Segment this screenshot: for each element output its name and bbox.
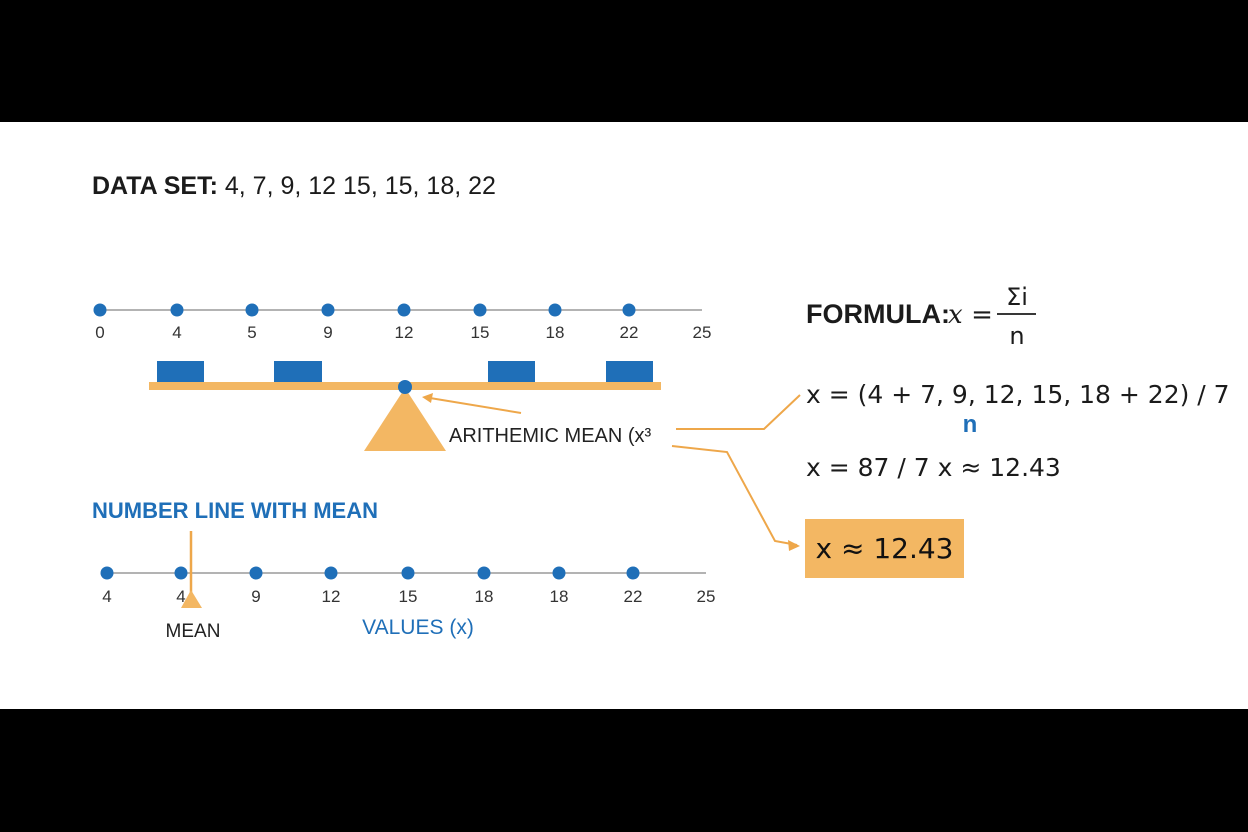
number-line-dot <box>321 303 335 317</box>
number-line-dot <box>245 303 259 317</box>
connector-arrowhead <box>788 540 800 551</box>
mean-marker-triangle <box>181 590 202 608</box>
number-line-title: NUMBER LINE WITH MEAN <box>92 498 378 523</box>
pointer-arrowhead <box>422 393 433 403</box>
formula-denominator: n <box>1009 322 1024 350</box>
number-line-dot <box>477 566 491 580</box>
tick-label: 0 <box>95 323 104 342</box>
fulcrum-point <box>398 380 412 394</box>
number-line-dot <box>401 566 415 580</box>
bottom-number-line: 4 4 9 12 15 18 18 22 25 MEAN VALUES (x) <box>100 531 716 642</box>
fulcrum-triangle <box>364 388 446 451</box>
weight-block <box>157 361 204 383</box>
formula-step-2: x = 87 / 7 x ≈ 12.43 <box>806 453 1061 482</box>
top-number-line: 0 4 5 9 12 15 18 22 25 <box>93 303 712 342</box>
tick-label: 22 <box>624 587 643 606</box>
number-line-dot <box>548 303 562 317</box>
tick-label: 25 <box>697 587 716 606</box>
tick-label: 4 <box>172 323 181 342</box>
connector-lines <box>671 394 801 546</box>
formula-step-1-n: n <box>963 411 978 438</box>
tick-label: 18 <box>546 323 565 342</box>
tick-label: 12 <box>395 323 414 342</box>
number-line-dot <box>473 303 487 317</box>
tick-label: 25 <box>693 323 712 342</box>
tick-label: 12 <box>322 587 341 606</box>
mean-label: MEAN <box>166 621 221 642</box>
result-box: x ≈ 12.43 <box>805 519 964 578</box>
dataset-values: 4, 7, 9, 12 15, 15, 18, 22 <box>224 172 496 200</box>
result-value: x ≈ 12.43 <box>815 532 954 565</box>
tick-label: 4 <box>176 587 185 606</box>
tick-label: 9 <box>251 587 260 606</box>
diagram-panel <box>0 122 1248 709</box>
number-line-dot <box>626 566 640 580</box>
tick-label: 15 <box>471 323 490 342</box>
formula-lhs: x <box>948 300 963 330</box>
number-line-dot <box>622 303 636 317</box>
number-line-dot <box>249 566 263 580</box>
connector-to-result <box>671 445 798 546</box>
tick-label: 15 <box>399 587 418 606</box>
dataset-heading: DATA SET: 4, 7, 9, 12 15, 15, 18, 22 <box>92 172 496 201</box>
number-line-dot <box>397 303 411 317</box>
number-line-dot <box>324 566 338 580</box>
formula-step-1: x = (4 + 7, 9, 12, 15, 18 + 22) / 7 <box>806 380 1230 409</box>
weight-block <box>488 361 535 383</box>
formula-equals: = <box>971 300 993 330</box>
formula-block: FORMULA: x = Σi n x = (4 + 7, 9, 12, 15,… <box>806 283 1230 482</box>
balance-beam: ARITHEMIC MEAN (x³ <box>149 361 661 451</box>
number-line-dot <box>93 303 107 317</box>
dataset-label: DATA SET: <box>92 172 218 200</box>
formula-numerator: Σi <box>1006 283 1028 311</box>
tick-label: 5 <box>247 323 256 342</box>
formula-label: FORMULA: <box>806 299 950 329</box>
number-line-dot <box>552 566 566 580</box>
mean-annotation: ARITHEMIC MEAN (x³ <box>449 425 652 447</box>
tick-label: 4 <box>102 587 111 606</box>
values-axis-label: VALUES (x) <box>362 616 474 639</box>
connector-to-formula <box>676 394 801 430</box>
tick-label: 22 <box>620 323 639 342</box>
tick-label: 9 <box>323 323 332 342</box>
number-line-dot <box>170 303 184 317</box>
number-line-dot <box>100 566 114 580</box>
number-line-dot <box>174 566 188 580</box>
weight-block <box>274 361 322 383</box>
fulcrum-pointer <box>429 397 522 414</box>
tick-label: 18 <box>475 587 494 606</box>
weight-block <box>606 361 653 383</box>
tick-label: 18 <box>550 587 569 606</box>
